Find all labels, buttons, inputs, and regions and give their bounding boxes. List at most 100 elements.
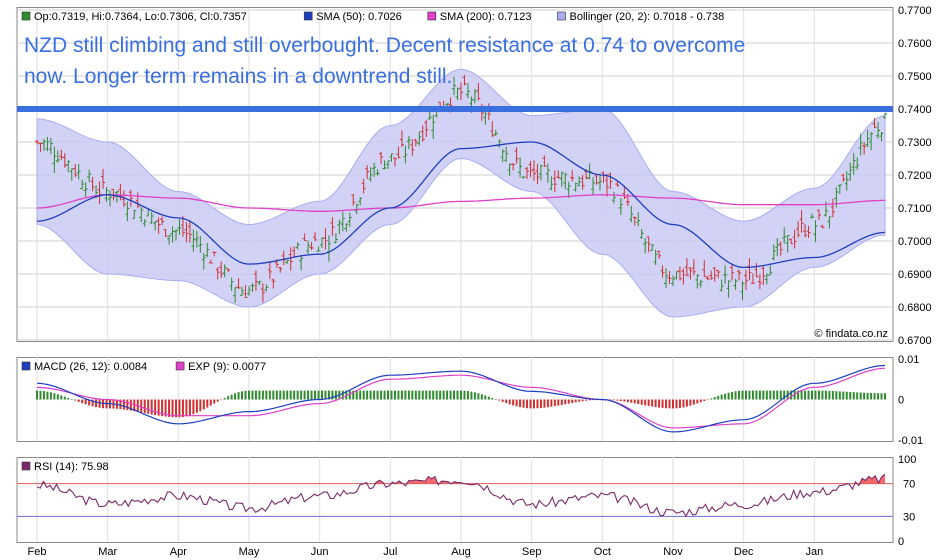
macd-histogram-bar <box>230 394 233 400</box>
macd-histogram-bar <box>168 399 171 417</box>
macd-histogram-bar <box>553 399 556 407</box>
macd-histogram-bar <box>133 399 136 412</box>
macd-histogram-bar <box>293 390 296 400</box>
macd-histogram-bar <box>515 399 518 407</box>
macd-histogram-bar <box>355 390 358 400</box>
macd-histogram-bar <box>519 399 522 408</box>
macd-histogram-bar <box>234 393 237 400</box>
macd-histogram-bar <box>592 399 595 401</box>
macd-histogram-bar <box>651 399 654 407</box>
macd-histogram-bar <box>811 390 814 400</box>
macd-histogram-bar <box>237 392 240 400</box>
macd-histogram-bar <box>522 399 525 408</box>
macd-histogram-bar <box>720 394 723 400</box>
macd-histogram-bar <box>807 390 810 400</box>
macd-histogram-bar <box>703 399 706 402</box>
price-tick-label: 0.7500 <box>898 71 932 83</box>
rsi-tick-label: 0 <box>898 536 904 548</box>
rsi-tick-label: 30 <box>903 511 915 523</box>
macd-histogram-bar <box>665 399 668 409</box>
macd-histogram-bar <box>63 396 66 400</box>
macd-histogram-bar <box>150 399 153 415</box>
macd-histogram-bar <box>508 399 511 405</box>
macd-histogram-bar <box>442 390 445 400</box>
macd-histogram-bar <box>623 399 626 402</box>
macd-histogram-bar <box>241 391 244 400</box>
macd-histogram-bar <box>672 399 674 409</box>
macd-histogram-bar <box>793 390 796 400</box>
macd-histogram-bar <box>282 390 285 400</box>
macd-histogram-bar <box>571 399 574 403</box>
macd-histogram-bar <box>821 390 824 400</box>
sma200-line <box>36 194 885 212</box>
macd-histogram-bar <box>501 399 504 402</box>
macd-histogram-bar <box>209 399 212 406</box>
legend-swatch <box>427 11 437 21</box>
macd-histogram-bar <box>668 399 671 409</box>
macd-histogram-bar <box>251 390 254 400</box>
macd-histogram-bar <box>310 390 313 400</box>
macd-histogram-bar <box>578 399 581 402</box>
macd-histogram-bar <box>699 399 702 403</box>
macd-histogram-bar <box>397 390 400 400</box>
macd-histogram-bar <box>692 399 695 405</box>
macd-histogram-bar <box>46 391 49 400</box>
macd-histogram-bar <box>550 399 553 407</box>
macd-histogram-bar <box>473 392 476 400</box>
macd-histogram-bar <box>706 399 709 401</box>
macd-histogram-bar <box>727 392 730 400</box>
macd-histogram-bar <box>324 390 327 400</box>
macd-histogram-bar <box>411 390 414 400</box>
macd-histogram-bar <box>331 390 334 400</box>
legend-swatch <box>21 361 31 371</box>
macd-histogram-bar <box>696 399 699 404</box>
macd-histogram-bar <box>268 390 271 400</box>
x-tick-label: Feb <box>28 546 47 558</box>
macd-histogram-bar <box>414 390 417 400</box>
macd-histogram-bar <box>560 399 563 405</box>
legend-label: Op:0.7319, Hi:0.7364, Lo:0.7306, Cl:0.73… <box>34 11 247 23</box>
macd-histogram-bar <box>856 392 859 400</box>
x-tick-label: Dec <box>734 546 754 558</box>
macd-histogram-bar <box>122 399 125 410</box>
macd-histogram-bar <box>345 390 348 400</box>
macd-histogram-bar <box>619 399 622 402</box>
macd-histogram-bar <box>147 399 150 414</box>
x-tick-label: Jul <box>383 546 397 558</box>
macd-line <box>36 364 886 433</box>
macd-histogram-bar <box>369 390 372 400</box>
macd-histogram-bar <box>307 390 310 400</box>
macd-histogram-bar <box>609 399 612 401</box>
macd-histogram-bar <box>421 390 424 400</box>
rsi-line <box>36 473 886 518</box>
macd-histogram-bar <box>192 399 195 415</box>
macd-histogram-bar <box>42 391 45 400</box>
macd-histogram-bar <box>612 399 615 401</box>
bollinger-band <box>36 68 886 318</box>
macd-histogram-bar <box>546 399 549 408</box>
macd-histogram-bar <box>797 390 800 400</box>
macd-histogram-bar <box>300 390 303 400</box>
macd-histogram-bar <box>845 391 848 400</box>
x-tick-label: Jun <box>311 546 329 558</box>
macd-histogram-bar <box>289 390 292 400</box>
macd-histogram-bar <box>776 390 779 400</box>
macd-histogram-bar <box>477 393 480 400</box>
price-y-axis: 0.7700 0.7600 0.7500 0.7400 0.7300 0.7200 0.71… <box>898 5 932 347</box>
x-tick-label: Nov <box>663 546 683 558</box>
macd-histogram-bar <box>762 390 765 400</box>
macd-histogram-bar <box>505 399 508 404</box>
macd-histogram-bar <box>453 390 456 400</box>
price-tick-label: 0.7100 <box>898 203 932 215</box>
macd-histogram-bar <box>838 391 841 400</box>
legend-label: RSI (14): 75.98 <box>34 461 109 473</box>
macd-histogram-bar <box>98 399 101 408</box>
price-tick-label: 0.7200 <box>898 170 932 182</box>
macd-histogram-bar <box>588 399 591 401</box>
macd-histogram-bar <box>494 399 497 400</box>
x-axis: Feb Mar Apr May Jun Jul Aug Sep Oct Nov Dec Jan <box>28 546 824 558</box>
macd-histogram-bar <box>91 399 94 407</box>
macd-histogram-bar <box>77 399 80 402</box>
macd-histogram-bar <box>439 390 442 400</box>
macd-histogram-bar <box>800 390 803 400</box>
